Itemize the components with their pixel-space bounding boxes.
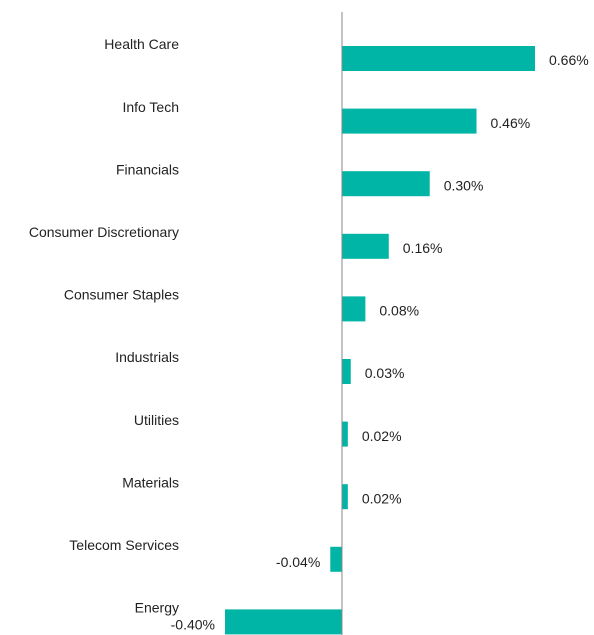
value-label: 0.02%	[362, 428, 402, 444]
bar	[341, 46, 535, 71]
value-label: 0.03%	[365, 365, 405, 381]
bar	[341, 233, 389, 259]
value-label: 0.02%	[362, 490, 402, 506]
category-label: Consumer Staples	[64, 287, 179, 303]
category-label: Industrials	[115, 349, 179, 365]
bar	[225, 609, 342, 635]
bar	[330, 546, 342, 572]
value-label: 0.30%	[444, 177, 484, 193]
value-label: -0.04%	[276, 554, 320, 570]
bar	[341, 421, 348, 447]
value-label: -0.40%	[171, 617, 215, 633]
value-label: 0.46%	[491, 115, 531, 131]
value-label: 0.66%	[549, 52, 589, 68]
bar	[341, 359, 351, 384]
value-label: 0.08%	[379, 303, 419, 319]
bar	[341, 484, 348, 510]
category-label: Info Tech	[122, 99, 179, 115]
category-label: Utilities	[134, 412, 179, 428]
category-label: Materials	[122, 474, 179, 490]
bar	[341, 108, 477, 134]
bar	[341, 171, 430, 197]
value-label: 0.16%	[403, 240, 443, 256]
category-label: Consumer Discretionary	[29, 224, 179, 240]
bar	[341, 296, 366, 322]
category-label: Telecom Services	[69, 537, 179, 553]
category-label: Health Care	[104, 36, 179, 52]
category-label: Energy	[135, 600, 179, 616]
category-label: Financials	[116, 161, 179, 177]
